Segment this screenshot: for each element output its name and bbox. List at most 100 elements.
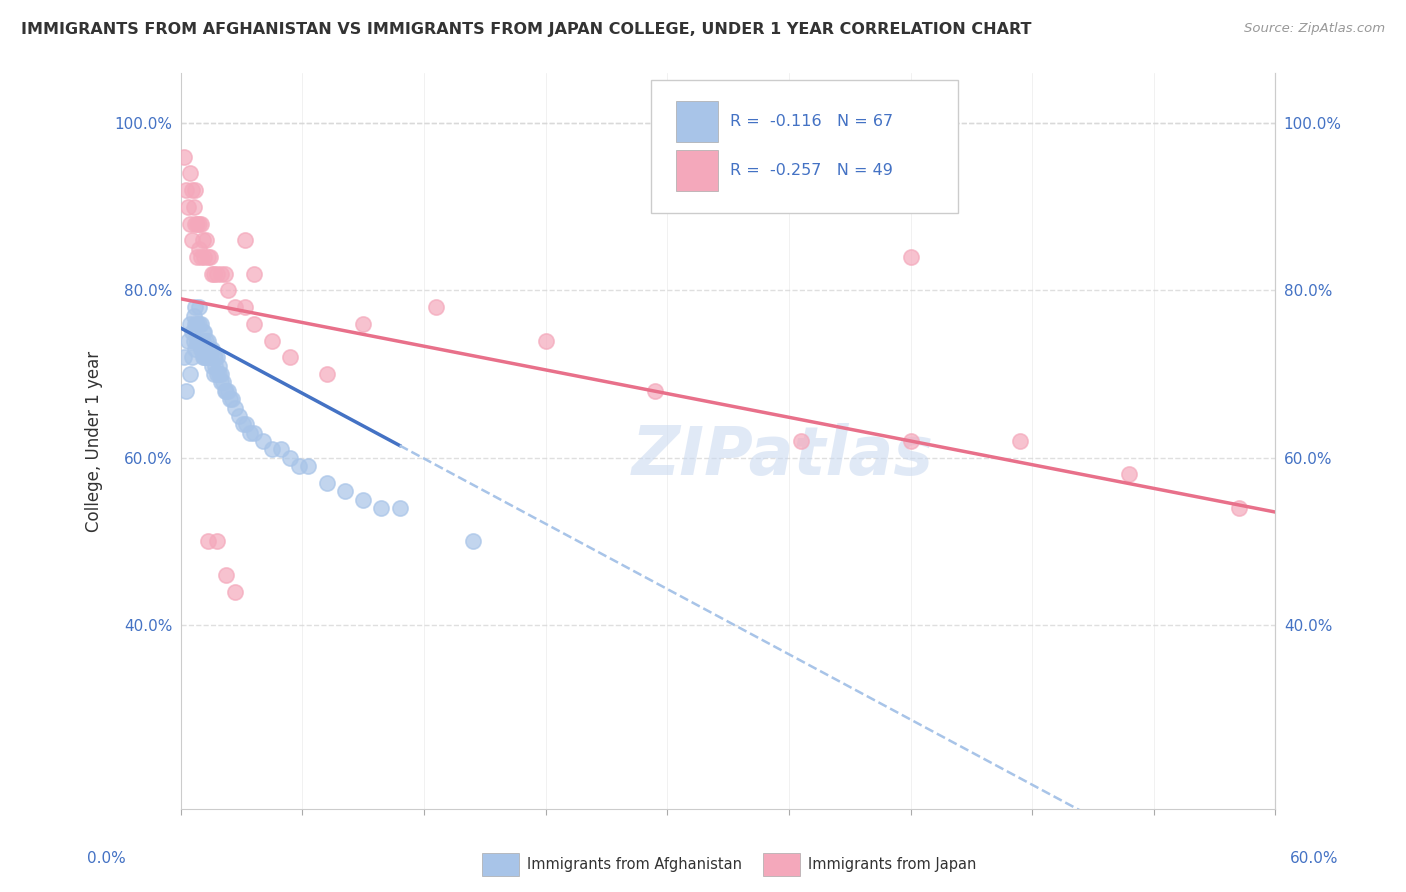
Text: 0.0%: 0.0% xyxy=(87,851,127,865)
Point xyxy=(270,442,292,457)
Point xyxy=(177,334,200,348)
Point xyxy=(217,384,239,398)
Point xyxy=(207,534,229,549)
Point xyxy=(186,217,208,231)
Point xyxy=(228,409,250,423)
Point xyxy=(207,367,229,381)
Point xyxy=(188,242,211,256)
Point xyxy=(208,367,231,381)
Point xyxy=(191,334,214,348)
Point xyxy=(190,317,212,331)
Point xyxy=(1008,434,1031,448)
Point xyxy=(188,334,211,348)
Point xyxy=(260,334,283,348)
Text: Source: ZipAtlas.com: Source: ZipAtlas.com xyxy=(1244,22,1385,36)
Point xyxy=(174,384,197,398)
Point xyxy=(388,500,411,515)
Point xyxy=(214,384,236,398)
Point xyxy=(242,267,264,281)
Point xyxy=(195,351,218,365)
Point xyxy=(201,342,224,356)
Point xyxy=(197,250,219,264)
Point xyxy=(207,267,229,281)
Point xyxy=(208,359,231,373)
Point xyxy=(183,309,205,323)
Text: ZIPatlas: ZIPatlas xyxy=(631,423,934,489)
Point xyxy=(209,367,232,381)
Point xyxy=(221,392,243,407)
Point xyxy=(179,317,201,331)
Point xyxy=(188,217,211,231)
Point xyxy=(188,300,211,314)
Point xyxy=(315,475,337,490)
Point xyxy=(202,267,225,281)
Point xyxy=(233,233,256,247)
Text: 60.0%: 60.0% xyxy=(1291,851,1339,865)
Text: R =  -0.257   N = 49: R = -0.257 N = 49 xyxy=(730,162,893,178)
Point xyxy=(297,459,319,474)
Point xyxy=(260,442,283,457)
Point xyxy=(209,267,232,281)
Point xyxy=(900,250,922,264)
Point xyxy=(177,200,200,214)
Point xyxy=(186,317,208,331)
Text: IMMIGRANTS FROM AFGHANISTAN VS IMMIGRANTS FROM JAPAN COLLEGE, UNDER 1 YEAR CORRE: IMMIGRANTS FROM AFGHANISTAN VS IMMIGRANT… xyxy=(21,22,1032,37)
Point xyxy=(209,376,232,390)
Point xyxy=(333,484,356,499)
Point xyxy=(191,233,214,247)
Point xyxy=(197,351,219,365)
Point xyxy=(193,342,215,356)
Point xyxy=(1118,467,1140,482)
Text: Immigrants from Japan: Immigrants from Japan xyxy=(808,857,977,871)
Point xyxy=(239,425,262,440)
Point xyxy=(278,351,301,365)
Point xyxy=(233,300,256,314)
FancyBboxPatch shape xyxy=(651,80,957,213)
Point xyxy=(224,300,246,314)
Point xyxy=(184,183,207,197)
Point xyxy=(242,317,264,331)
Point xyxy=(193,250,215,264)
Point xyxy=(197,534,219,549)
Point xyxy=(198,351,221,365)
Point xyxy=(207,351,229,365)
Point xyxy=(217,284,239,298)
Point xyxy=(198,342,221,356)
FancyBboxPatch shape xyxy=(675,150,718,191)
Point xyxy=(219,392,242,407)
Point xyxy=(186,334,208,348)
Point xyxy=(190,217,212,231)
Point xyxy=(232,417,254,432)
Text: Immigrants from Afghanistan: Immigrants from Afghanistan xyxy=(527,857,742,871)
Point xyxy=(352,317,374,331)
Point xyxy=(197,334,219,348)
Point xyxy=(179,217,201,231)
Point xyxy=(534,334,557,348)
Point xyxy=(184,342,207,356)
Point xyxy=(180,325,202,339)
Point xyxy=(202,367,225,381)
Point xyxy=(179,367,201,381)
Point xyxy=(191,325,214,339)
Point xyxy=(191,351,214,365)
Point xyxy=(224,401,246,415)
Point xyxy=(252,434,274,448)
Point xyxy=(180,351,202,365)
Point xyxy=(235,417,257,432)
Point xyxy=(183,200,205,214)
Text: R =  -0.116   N = 67: R = -0.116 N = 67 xyxy=(730,114,893,129)
Point xyxy=(211,376,233,390)
Point xyxy=(184,300,207,314)
Point xyxy=(790,434,813,448)
Point xyxy=(278,450,301,465)
Point xyxy=(900,434,922,448)
Point xyxy=(180,183,202,197)
Point xyxy=(644,384,666,398)
Point xyxy=(193,351,215,365)
Point xyxy=(184,317,207,331)
Point xyxy=(198,250,221,264)
Point xyxy=(188,317,211,331)
Point xyxy=(215,567,238,582)
Point xyxy=(195,334,218,348)
Point xyxy=(195,233,218,247)
